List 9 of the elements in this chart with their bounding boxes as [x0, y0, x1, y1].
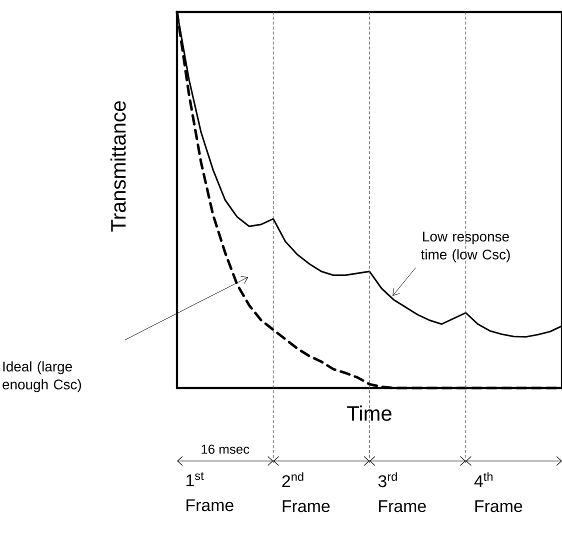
text: 4$^{th}$ Frame: [474, 472, 522, 512]
x-axis-title: Time: [347, 406, 392, 421]
text: 3$^{rd}$ Frame: [378, 472, 426, 512]
text: 16 msec: [202, 444, 250, 454]
annotation: Low response time (low Csc): [421, 232, 510, 262]
y-axis-title: Transmittance: [110, 101, 126, 232]
text: 1$^{st}$ Frame: [186, 472, 234, 512]
text: Ideal (large enough Csc): [2, 361, 81, 392]
text: 2$^{nd}$ Frame: [282, 472, 330, 512]
